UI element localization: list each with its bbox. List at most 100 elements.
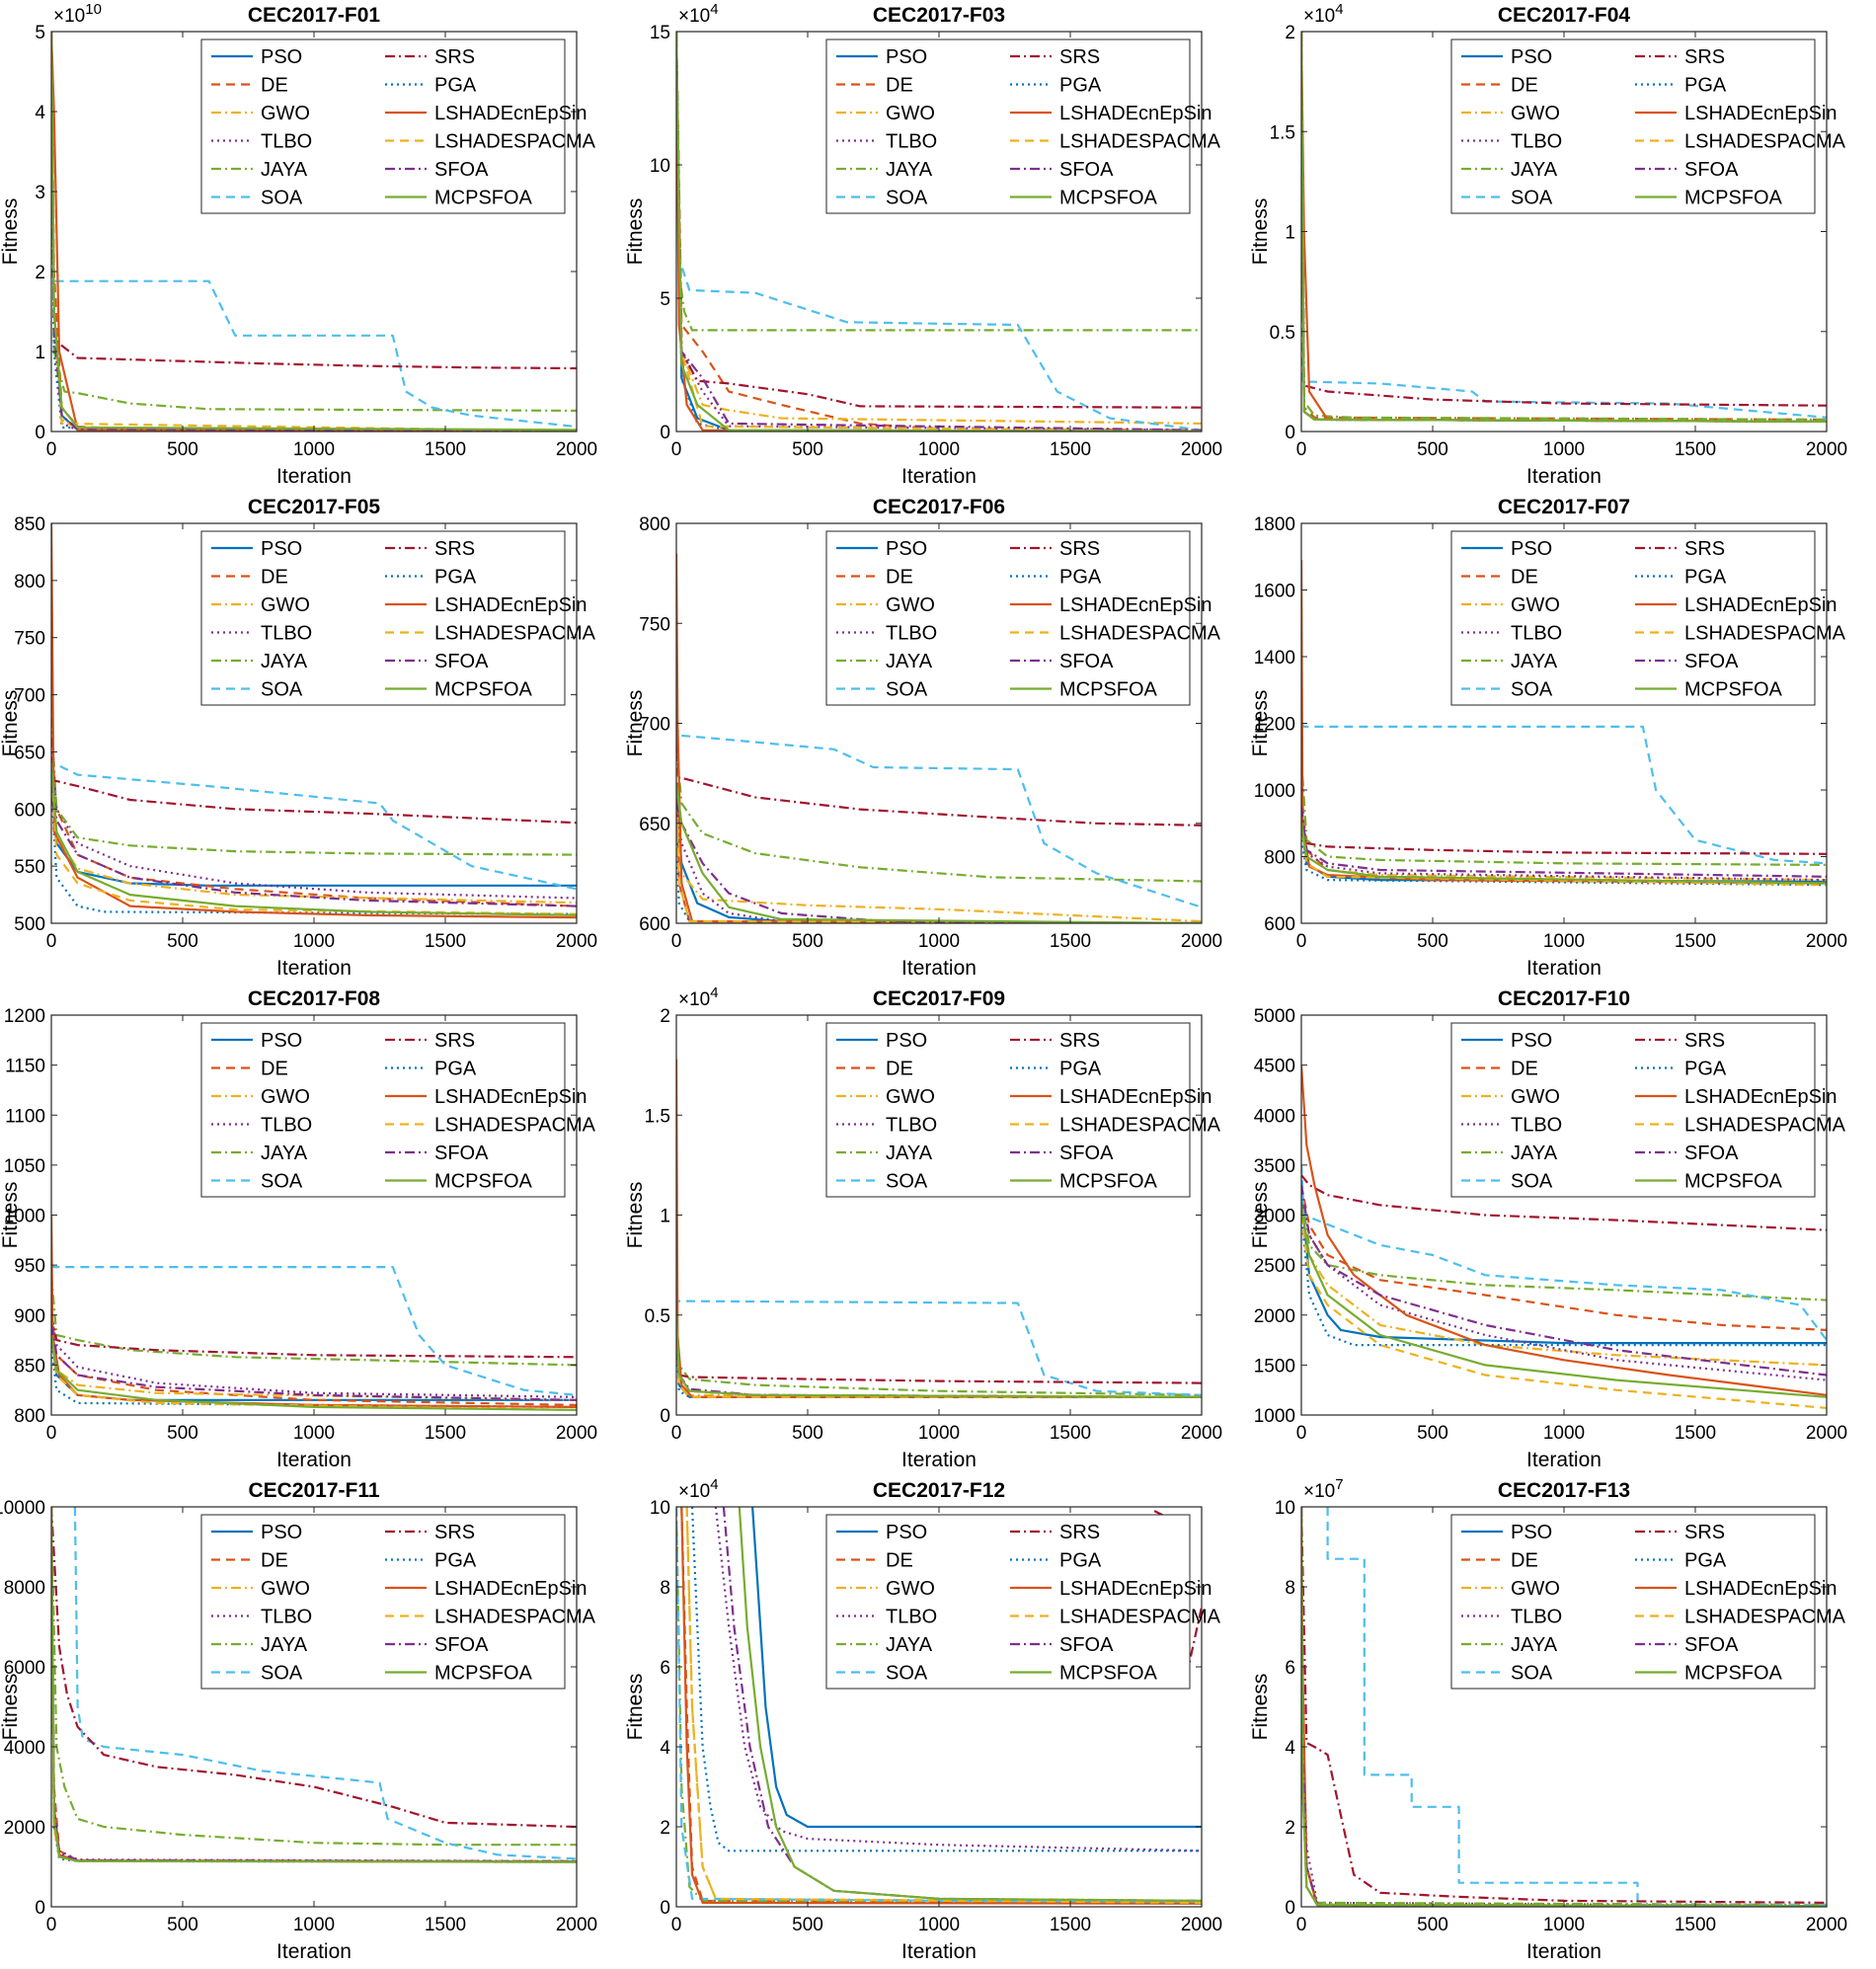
exponent-label: ×104 xyxy=(1303,1,1344,27)
legend-label-lshadecnepsin: LSHADEcnEpSin xyxy=(1684,1578,1837,1600)
legend-label-mcpsfoa: MCPSFOA xyxy=(434,679,533,701)
series-line-jaya xyxy=(676,743,1202,883)
chart-panel-cec2017-f06: CEC2017-F06 0 500 1000 1500 2000 600 650 700 750 8… xyxy=(624,492,1250,984)
series-line-de xyxy=(1301,1184,1827,1331)
legend-label-gwo: GWO xyxy=(886,103,935,124)
legend-label-soa: SOA xyxy=(1511,1171,1553,1193)
legend-label-mcpsfoa: MCPSFOA xyxy=(1684,1171,1783,1193)
series-line-sfoa xyxy=(1301,806,1827,878)
series-line-mcpsfoa xyxy=(1301,32,1827,423)
legend: PSO DE GWO TLBO JAYA SOA SRS PGA LSHADEcnEpSin LS… xyxy=(200,39,596,214)
legend: PSO DE GWO TLBO JAYA SOA SRS PGA LSHADEcnEpSin LS… xyxy=(200,1514,596,1690)
legend-label-pga: PGA xyxy=(1684,1550,1727,1572)
y-tick-label: 0 xyxy=(660,1898,670,1919)
legend-label-pso: PSO xyxy=(886,1522,927,1543)
series-line-jaya xyxy=(51,1275,577,1367)
legend-label-jaya: JAYA xyxy=(1511,1142,1558,1164)
series-line-jaya xyxy=(676,1314,1202,1396)
x-tick-label: 1500 xyxy=(1675,931,1716,952)
y-axis-label: Fitness xyxy=(624,1182,647,1249)
legend-label-pso: PSO xyxy=(1511,1522,1552,1543)
series-line-lshadecnepsin xyxy=(1301,560,1827,885)
legend-label-lshadespacma: LSHADESPACMA xyxy=(1684,1115,1846,1137)
legend-label-sfoa: SFOA xyxy=(434,159,489,181)
legend-label-lshadecnepsin: LSHADEcnEpSin xyxy=(434,594,587,616)
x-tick-label: 1500 xyxy=(1675,439,1716,460)
y-axis-label: Fitness xyxy=(624,198,647,266)
series-line-pga xyxy=(676,1334,1202,1398)
series-line-pga xyxy=(1301,1215,1827,1347)
x-tick-label: 500 xyxy=(167,931,198,952)
exponent-label: ×104 xyxy=(678,1476,719,1502)
legend-label-pso: PSO xyxy=(1511,46,1552,68)
legend-label-tlbo: TLBO xyxy=(886,131,937,153)
legend: PSO DE GWO TLBO JAYA SOA SRS PGA LSHADEcnEpSin LS… xyxy=(1450,1022,1846,1198)
series-line-srs xyxy=(1301,1507,1827,1904)
series-line-mcpsfoa xyxy=(676,32,1202,432)
y-tick-label: 0.5 xyxy=(645,1306,670,1327)
series-line-soa xyxy=(1301,32,1827,419)
legend-label-pga: PGA xyxy=(1059,567,1102,589)
chart-title: CEC2017-F12 xyxy=(873,1479,1005,1502)
legend-label-mcpsfoa: MCPSFOA xyxy=(1059,188,1158,209)
x-axis-label: Iteration xyxy=(1526,957,1602,980)
series-line-srs xyxy=(1301,823,1827,855)
series-line-mcpsfoa xyxy=(51,762,577,916)
y-tick-label: 850 xyxy=(14,1356,45,1377)
legend-label-lshadecnepsin: LSHADEcnEpSin xyxy=(1684,594,1837,616)
legend-label-mcpsfoa: MCPSFOA xyxy=(434,1663,533,1685)
y-tick-label: 4 xyxy=(660,1738,670,1759)
legend: PSO DE GWO TLBO JAYA SOA SRS PGA LSHADEcnEpSin LS… xyxy=(200,530,596,706)
legend-label-mcpsfoa: MCPSFOA xyxy=(1059,1663,1158,1685)
legend-label-sfoa: SFOA xyxy=(434,1634,489,1656)
x-tick-label: 0 xyxy=(1296,1423,1307,1444)
y-tick-label: 900 xyxy=(14,1306,45,1327)
x-tick-label: 2000 xyxy=(556,931,597,952)
series-line-jaya xyxy=(51,1507,577,1847)
series-line-soa xyxy=(676,1507,1202,1904)
chart-title: CEC2017-F08 xyxy=(248,987,381,1010)
legend-label-gwo: GWO xyxy=(1511,103,1560,124)
x-tick-label: 0 xyxy=(671,1915,682,1935)
legend-label-srs: SRS xyxy=(1059,1522,1100,1543)
legend-label-jaya: JAYA xyxy=(261,159,308,181)
y-tick-label: 500 xyxy=(14,914,45,935)
y-tick-label: 6 xyxy=(1285,1658,1295,1679)
legend-label-lshadespacma: LSHADESPACMA xyxy=(1684,1607,1846,1628)
legend-label-srs: SRS xyxy=(1684,1030,1725,1052)
series-line-pso xyxy=(676,803,1202,923)
chart-svg: CEC2017-F13 ×107 0 500 1000 1500 2000 0 2 4 6 8 10 It… xyxy=(1249,1476,1847,1963)
y-tick-label: 0 xyxy=(660,423,670,443)
x-axis-label: Iteration xyxy=(276,957,352,980)
legend-label-tlbo: TLBO xyxy=(1511,623,1562,645)
legend-label-pso: PSO xyxy=(1511,1030,1552,1052)
legend-label-sfoa: SFOA xyxy=(434,651,489,672)
legend-label-pso: PSO xyxy=(886,538,927,560)
y-axis-label: Fitness xyxy=(624,1674,647,1741)
legend-label-tlbo: TLBO xyxy=(886,1115,937,1137)
y-tick-label: 1 xyxy=(660,1207,670,1227)
y-tick-label: 8 xyxy=(660,1578,670,1599)
legend-label-jaya: JAYA xyxy=(886,1142,933,1164)
legend-label-lshadespacma: LSHADESPACMA xyxy=(434,131,596,153)
x-tick-label: 500 xyxy=(167,1423,198,1444)
chart-title: CEC2017-F07 xyxy=(1498,496,1630,518)
series-line-sfoa xyxy=(722,1507,1202,1902)
legend-label-soa: SOA xyxy=(886,1171,928,1193)
legend-label-lshadespacma: LSHADESPACMA xyxy=(1059,131,1221,153)
y-tick-label: 800 xyxy=(639,514,670,535)
x-axis-label: Iteration xyxy=(276,465,352,488)
legend-label-soa: SOA xyxy=(886,679,928,701)
chart-svg: CEC2017-F11 0 500 1000 1500 2000 0 2000 4000 6000… xyxy=(0,1479,597,1963)
chart-title: CEC2017-F03 xyxy=(873,4,1005,27)
legend-label-sfoa: SFOA xyxy=(1684,1142,1739,1164)
legend: PSO DE GWO TLBO JAYA SOA SRS PGA LSHADEcnEpSin LS… xyxy=(825,1022,1221,1198)
series-line-srs xyxy=(676,723,1202,827)
chart-title: CEC2017-F09 xyxy=(873,987,1005,1010)
y-tick-label: 950 xyxy=(14,1256,45,1277)
legend-label-tlbo: TLBO xyxy=(886,1607,937,1628)
series-line-lshadecnepsin xyxy=(676,553,1202,923)
legend-label-srs: SRS xyxy=(1684,538,1725,560)
x-axis-label: Iteration xyxy=(276,1940,352,1963)
x-tick-label: 500 xyxy=(1417,931,1448,952)
